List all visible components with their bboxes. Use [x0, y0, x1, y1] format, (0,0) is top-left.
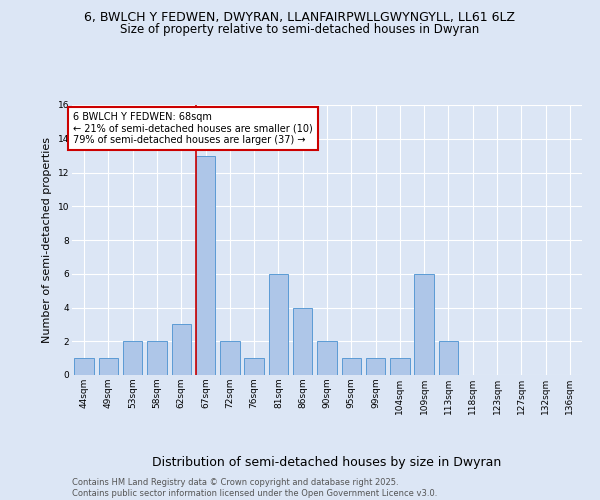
Bar — [293, 308, 313, 375]
Bar — [415, 274, 434, 375]
Bar — [123, 341, 142, 375]
Text: Size of property relative to semi-detached houses in Dwyran: Size of property relative to semi-detach… — [121, 22, 479, 36]
Bar — [147, 341, 167, 375]
Bar — [196, 156, 215, 375]
Text: Contains HM Land Registry data © Crown copyright and database right 2025.
Contai: Contains HM Land Registry data © Crown c… — [72, 478, 437, 498]
Text: 6, BWLCH Y FEDWEN, DWYRAN, LLANFAIRPWLLGWYNGYLL, LL61 6LZ: 6, BWLCH Y FEDWEN, DWYRAN, LLANFAIRPWLLG… — [85, 11, 515, 24]
Bar — [269, 274, 288, 375]
X-axis label: Distribution of semi-detached houses by size in Dwyran: Distribution of semi-detached houses by … — [152, 456, 502, 469]
Bar — [244, 358, 264, 375]
Text: 6 BWLCH Y FEDWEN: 68sqm
← 21% of semi-detached houses are smaller (10)
79% of se: 6 BWLCH Y FEDWEN: 68sqm ← 21% of semi-de… — [73, 112, 313, 145]
Bar — [74, 358, 94, 375]
Bar — [366, 358, 385, 375]
Bar — [172, 324, 191, 375]
Bar — [220, 341, 239, 375]
Bar — [390, 358, 410, 375]
Bar — [439, 341, 458, 375]
Bar — [341, 358, 361, 375]
Y-axis label: Number of semi-detached properties: Number of semi-detached properties — [42, 137, 52, 343]
Bar — [99, 358, 118, 375]
Bar — [317, 341, 337, 375]
